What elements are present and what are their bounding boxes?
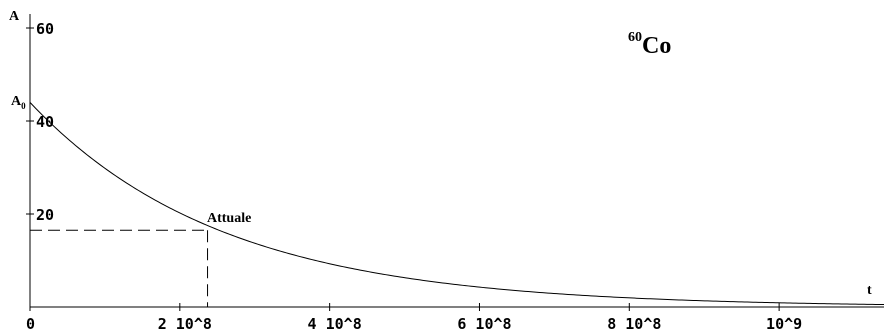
chart-title: 60Co [628, 30, 671, 59]
annotation-label: Attuale [207, 211, 251, 226]
y-tick-label-2: 60 [36, 20, 54, 38]
decay-curve [29, 102, 885, 306]
x-tick-label-5: 10^9 [766, 315, 802, 333]
a0-sub: 0 [21, 101, 26, 111]
y-tick-label-0: 20 [36, 206, 54, 224]
title-element: Co [642, 33, 671, 59]
annotation-guides [30, 229, 209, 307]
x-tick-label-0: 0 [26, 315, 35, 333]
y-tick-label-1: 40 [36, 113, 54, 131]
a0-main: A [11, 94, 22, 109]
y-axis-label: A [9, 9, 20, 24]
tick-labels: 0 2 10^8 4 10^8 6 10^8 8 10^8 10^9 20 40 60 [26, 20, 802, 333]
x-tick-label-4: 8 10^8 [607, 315, 661, 333]
x-tick-label-2: 4 10^8 [308, 315, 362, 333]
a0-label: A0 [11, 94, 26, 111]
x-tick-label-3: 6 10^8 [457, 315, 511, 333]
ticks [26, 27, 780, 311]
x-tick-label-1: 2 10^8 [158, 315, 212, 333]
title-mass-number: 60 [628, 30, 642, 45]
x-axis-label: t [867, 283, 872, 298]
axes [29, 14, 884, 308]
